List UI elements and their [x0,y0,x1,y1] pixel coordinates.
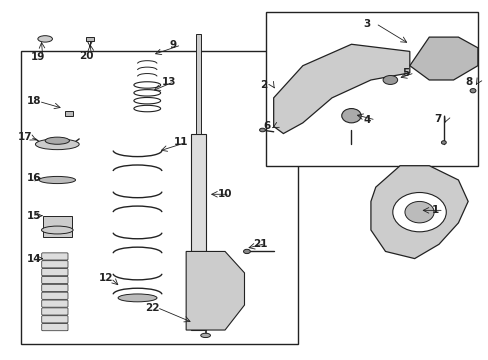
Bar [191,134,205,330]
Ellipse shape [38,36,52,42]
Text: 10: 10 [217,189,232,199]
Text: 20: 20 [79,51,94,61]
FancyBboxPatch shape [41,292,68,299]
Polygon shape [273,44,409,134]
Ellipse shape [39,176,75,184]
Text: 15: 15 [27,211,41,221]
Text: 14: 14 [27,253,41,264]
Text: 9: 9 [169,40,176,50]
Text: 22: 22 [144,302,159,312]
Text: 6: 6 [263,121,270,131]
Bar [21,51,297,344]
Text: 18: 18 [27,96,41,107]
Ellipse shape [259,128,265,132]
Text: 1: 1 [431,205,438,215]
Ellipse shape [243,249,250,253]
Text: 5: 5 [402,68,409,78]
Circle shape [392,193,446,232]
Bar [42,216,72,237]
Text: 11: 11 [174,138,188,148]
Polygon shape [370,166,467,258]
Ellipse shape [441,141,446,144]
Ellipse shape [201,333,210,338]
FancyBboxPatch shape [41,308,68,315]
Text: 13: 13 [162,77,176,87]
FancyBboxPatch shape [41,300,68,307]
Bar [266,12,477,166]
FancyBboxPatch shape [41,324,68,331]
Text: 8: 8 [465,77,472,87]
Ellipse shape [118,294,157,302]
Text: 17: 17 [18,132,33,142]
FancyBboxPatch shape [41,261,68,268]
Ellipse shape [45,137,69,144]
Ellipse shape [41,226,73,234]
Ellipse shape [382,76,397,85]
Text: 16: 16 [27,173,41,183]
Bar [86,37,94,41]
Text: 21: 21 [253,239,267,249]
Text: 3: 3 [363,18,370,28]
Text: 4: 4 [363,115,370,125]
Text: 12: 12 [99,273,113,283]
FancyBboxPatch shape [41,276,68,284]
FancyBboxPatch shape [41,269,68,276]
Ellipse shape [469,89,475,93]
FancyBboxPatch shape [41,253,68,260]
Bar [196,33,201,134]
FancyBboxPatch shape [41,316,68,323]
Text: 2: 2 [260,80,267,90]
Bar [64,111,73,116]
Ellipse shape [341,109,361,123]
Ellipse shape [35,139,79,150]
Text: 19: 19 [30,52,45,62]
Polygon shape [186,251,244,330]
Text: 7: 7 [433,114,441,124]
Circle shape [404,202,433,223]
Polygon shape [409,37,477,80]
FancyBboxPatch shape [41,284,68,292]
